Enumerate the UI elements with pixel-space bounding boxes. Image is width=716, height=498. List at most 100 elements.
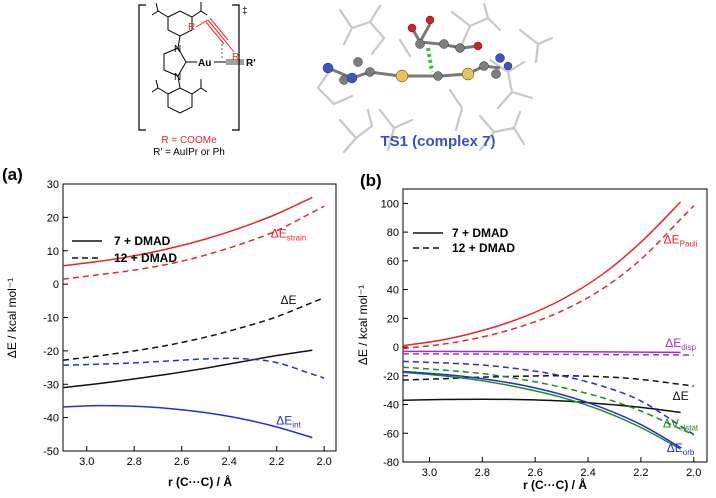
chemical-scheme: ‡ N N Au R' R R R = COOMe R' = AuIPr or … bbox=[138, 2, 256, 158]
xtick-label: 2.8 bbox=[127, 456, 142, 468]
ytick-label: 40 bbox=[387, 285, 399, 297]
xtick-label: 2.0 bbox=[316, 456, 331, 468]
chart-a-ylabel: ΔE / kcal mol⁻¹ bbox=[5, 278, 19, 358]
ytick-label: -10 bbox=[43, 313, 59, 325]
series-line-black-dashed bbox=[62, 297, 325, 361]
xtick-label: 3.0 bbox=[79, 456, 94, 468]
annotation-subscript: strain bbox=[287, 233, 307, 242]
lower-isopropyl-groups bbox=[151, 79, 208, 95]
upper-isopropyl-groups bbox=[151, 2, 208, 18]
annotation-subscript: orb bbox=[683, 448, 695, 457]
xtick-label: 3.0 bbox=[422, 467, 437, 479]
ytick-label: 20 bbox=[387, 313, 399, 325]
series-line-red-solid bbox=[62, 196, 313, 267]
ytick-label: 0 bbox=[53, 279, 59, 291]
series-line-black-dashed bbox=[402, 375, 694, 387]
xtick-label: 2.4 bbox=[580, 467, 595, 479]
ytick-label: -50 bbox=[43, 446, 59, 458]
series-line-red-dashed bbox=[62, 205, 325, 280]
chart-a-series bbox=[62, 196, 325, 439]
alkyne-triple-bond bbox=[226, 59, 244, 65]
ytick-label: -80 bbox=[383, 457, 399, 469]
annotation-int: ΔEint bbox=[276, 413, 301, 429]
ytick-label: -20 bbox=[383, 371, 399, 383]
annotation-elstat: ΔVelstat bbox=[663, 417, 699, 433]
chart-a-frame bbox=[62, 183, 337, 452]
ts-label: TS1 (complex 7) bbox=[380, 133, 495, 150]
caption-r: R = COOMe bbox=[161, 135, 217, 146]
annotation-subscript: elstat bbox=[679, 424, 699, 433]
annotation-subscript: Pauli bbox=[680, 240, 698, 249]
ytick-label: 80 bbox=[387, 227, 399, 239]
legend-a-dashed-label: 12 + DMAD bbox=[114, 251, 177, 265]
series-line-black-solid bbox=[402, 398, 681, 414]
ytick-label: -40 bbox=[383, 400, 399, 412]
legend-b-solid-label: 7 + DMAD bbox=[452, 226, 509, 240]
ytick-label: 100 bbox=[381, 198, 399, 210]
r-label-lower: R bbox=[232, 52, 239, 63]
annotation-base: ΔE bbox=[281, 293, 297, 307]
chart-b-xlabel: r (C···C) / Å bbox=[523, 477, 587, 492]
annotation-disp: ΔEdisp bbox=[665, 336, 696, 352]
annotation-orb: ΔEorb bbox=[667, 441, 695, 457]
chart-a-y-axis: 30 20 10 0 -10 -20 -30 -40 -50 bbox=[43, 179, 68, 458]
xtick-label: 2.6 bbox=[528, 467, 543, 479]
imidazole-ring bbox=[163, 47, 187, 77]
annotation-total: ΔE bbox=[281, 293, 297, 307]
dmad-fragment bbox=[195, 17, 235, 58]
xtick-label: 2.6 bbox=[174, 456, 189, 468]
gold-atom-label: Au bbox=[198, 58, 211, 69]
nitrogen-bottom: N bbox=[174, 72, 181, 83]
series-line-blue-dashed bbox=[402, 360, 695, 436]
series-line-green-dashed bbox=[402, 366, 695, 436]
ytick-label: -40 bbox=[43, 413, 59, 425]
xtick-label: 2.8 bbox=[475, 467, 490, 479]
annotation-base: ΔE bbox=[673, 389, 689, 403]
ytick-label: -30 bbox=[43, 379, 59, 391]
dagger-symbol: ‡ bbox=[242, 6, 248, 17]
series-line-green-solid bbox=[402, 371, 681, 450]
r-label-upper: R bbox=[188, 22, 195, 33]
series-line-blue-solid bbox=[402, 370, 681, 449]
ytick-label: -20 bbox=[43, 346, 59, 358]
series-line-blue-dashed bbox=[62, 357, 325, 379]
chart-b: 100 80 60 40 20 0 -20 -40 -60 -80 3.0 2.8 2.6 2.4 2.2… bbox=[356, 188, 708, 492]
upper-aryl-ring bbox=[167, 10, 193, 37]
annotation-base: ΔE bbox=[667, 441, 683, 455]
chart-a-x-axis: 3.0 2.8 2.6 2.4 2.2 2.0 bbox=[79, 446, 332, 468]
series-line-blue-solid bbox=[62, 404, 313, 439]
r-prime-label: R' bbox=[246, 58, 256, 69]
ytick-label: 20 bbox=[47, 212, 59, 224]
annotation-base: ΔE bbox=[665, 336, 681, 350]
chart-b-legend: 7 + DMAD 12 + DMAD bbox=[413, 226, 515, 255]
ytick-label: 30 bbox=[47, 179, 59, 191]
annotation-base: ΔE bbox=[271, 226, 287, 240]
annotation-Pauli: ΔEPauli bbox=[664, 233, 698, 249]
chart-a-xlabel: r (C···C) / Å bbox=[168, 474, 232, 489]
lower-aryl-ring bbox=[167, 87, 193, 114]
ytick-label: 0 bbox=[393, 342, 399, 354]
chart-b-ylabel: ΔE / kcal mol⁻¹ bbox=[356, 285, 370, 365]
chart-b-frame bbox=[402, 188, 708, 463]
series-line-red-dashed bbox=[402, 205, 695, 350]
chart-b-series bbox=[402, 201, 695, 450]
ytick-label: -60 bbox=[383, 428, 399, 440]
annotation-base: ΔV bbox=[663, 417, 679, 431]
legend-a-solid-label: 7 + DMAD bbox=[114, 234, 171, 248]
panel-b-label: (b) bbox=[360, 171, 382, 190]
ytick-label: 60 bbox=[387, 256, 399, 268]
xtick-label: 2.2 bbox=[633, 467, 648, 479]
ytick-label: 10 bbox=[47, 246, 59, 258]
series-line-purple-dashed bbox=[403, 353, 694, 356]
forming-cc-bond bbox=[426, 47, 434, 73]
series-line-purple-solid bbox=[402, 350, 681, 354]
upper-aryl-bond bbox=[177, 35, 181, 49]
chart-a-legend: 7 + DMAD 12 + DMAD bbox=[72, 234, 177, 265]
xtick-label: 2.4 bbox=[222, 456, 237, 468]
annotation-base: ΔE bbox=[276, 413, 292, 427]
annotation-strain: ΔEstrain bbox=[271, 226, 307, 242]
panel-a-label: (a) bbox=[2, 165, 23, 184]
chart-b-y-axis: 100 80 60 40 20 0 -20 -40 -60 -80 bbox=[381, 198, 408, 469]
